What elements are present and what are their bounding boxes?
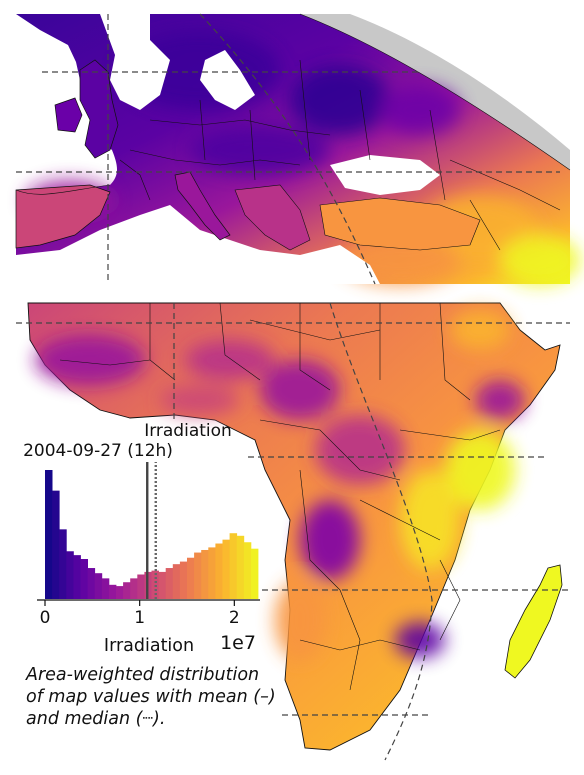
histogram-bar bbox=[94, 573, 103, 599]
histogram-bar bbox=[236, 535, 245, 599]
histogram-bar bbox=[80, 559, 88, 599]
histogram-bar bbox=[66, 551, 74, 599]
histogram-bar bbox=[73, 555, 81, 599]
histogram-bar bbox=[222, 539, 230, 599]
europe-borders bbox=[15, 13, 571, 251]
graticule bbox=[16, 13, 570, 761]
madagascar bbox=[504, 564, 563, 679]
histogram-bars bbox=[45, 470, 259, 599]
histogram-bar bbox=[151, 570, 159, 599]
africa-region bbox=[27, 302, 563, 751]
histogram-title-line1: Irradiation bbox=[144, 421, 232, 441]
histogram-bar bbox=[137, 574, 145, 599]
histogram-bar bbox=[108, 584, 117, 599]
caption-line1: Area-weighted distribution bbox=[26, 665, 260, 685]
histogram-title-line2: 2004-09-27 (12h) bbox=[23, 441, 173, 461]
histogram-bar bbox=[208, 547, 216, 599]
x-ticks: 0 1 2 bbox=[40, 600, 240, 628]
iberia bbox=[15, 184, 111, 249]
baltic-sea bbox=[200, 50, 255, 110]
histogram-bar bbox=[250, 548, 259, 599]
histogram-bar bbox=[187, 557, 195, 599]
histogram-bar bbox=[179, 561, 188, 599]
balkans bbox=[234, 184, 311, 251]
caption-line3: and median (┈). bbox=[26, 709, 166, 729]
africa-borders bbox=[59, 302, 501, 691]
histogram-bar bbox=[52, 490, 60, 599]
x-tick-label: 0 bbox=[40, 608, 51, 628]
x-axis-label: Irradiation bbox=[104, 636, 194, 656]
x-tick-label: 2 bbox=[229, 608, 240, 628]
histogram-bar bbox=[229, 533, 238, 599]
histogram-bar bbox=[172, 564, 181, 599]
histogram-bar bbox=[215, 543, 223, 599]
histogram-bar bbox=[243, 542, 252, 599]
histogram-bar bbox=[116, 586, 124, 599]
map-caption: Area-weighted distribution of map values… bbox=[26, 664, 276, 730]
histogram-bar bbox=[165, 568, 174, 599]
histogram-bar bbox=[201, 549, 209, 599]
africa-value-patches bbox=[35, 310, 525, 660]
histogram-bar bbox=[123, 582, 131, 599]
x-scale-label: 1e7 bbox=[220, 632, 256, 654]
nodata-region bbox=[300, 14, 570, 210]
histogram-bar bbox=[101, 578, 110, 599]
irradiation-histogram: 0 1 2 Irradiation 1e7 bbox=[37, 462, 260, 656]
turkey bbox=[319, 197, 481, 251]
histogram-bar bbox=[87, 568, 96, 599]
mediterranean-sea bbox=[16, 205, 380, 284]
ireland bbox=[54, 97, 83, 133]
europe-region bbox=[15, 13, 580, 285]
histogram-bar bbox=[59, 529, 67, 599]
black-sea bbox=[330, 155, 440, 195]
x-tick-label: 1 bbox=[134, 608, 145, 628]
north-sea bbox=[100, 14, 170, 110]
caption-line2: of map values with mean (–) bbox=[26, 687, 276, 707]
histogram-title: Irradiation 2004-09-27 (12h) bbox=[23, 421, 338, 461]
histogram-bar bbox=[45, 470, 53, 599]
histogram-bar bbox=[130, 578, 138, 599]
histogram-bar bbox=[194, 552, 202, 599]
italy bbox=[174, 171, 231, 241]
histogram-bar bbox=[158, 571, 167, 599]
africa-land bbox=[27, 302, 561, 751]
